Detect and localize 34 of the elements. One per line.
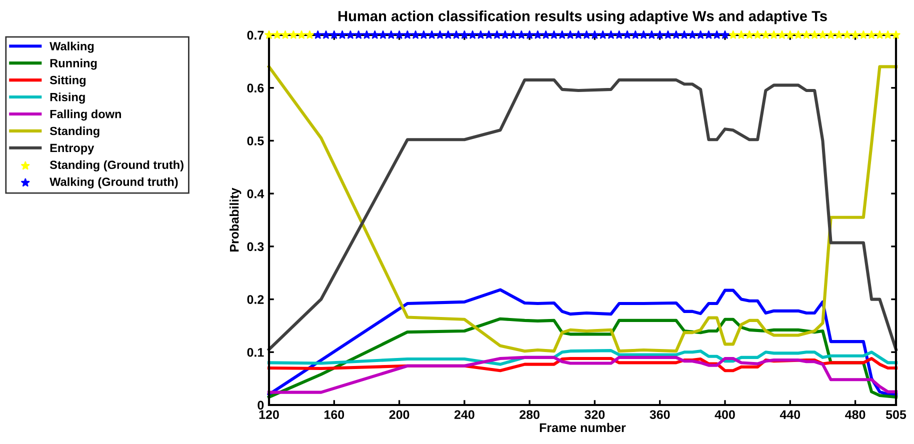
x-tick-label: 280 (520, 410, 540, 420)
x-tick-label: 400 (714, 410, 735, 420)
line-series (267, 288, 898, 396)
x-tick-label: 440 (780, 410, 800, 420)
y-tick-label: 0.5 (247, 136, 264, 146)
x-tick-label: 505 (886, 410, 906, 420)
legend-label: Falling down (50, 110, 121, 121)
chart-title: Human action classification results using adaptive Ws and adaptive Ts (338, 10, 827, 24)
x-axis-title: Frame number (540, 422, 626, 432)
legend-label: Sitting (50, 76, 86, 87)
legend-label: Running (50, 58, 97, 70)
legend-label: Standing (Ground truth) (50, 160, 184, 172)
y-axis-title: Probability (230, 188, 242, 252)
y-tick-label: 0.1 (247, 348, 264, 357)
x-tick-label: 240 (454, 410, 474, 420)
y-tick-label: 0.2 (247, 295, 264, 304)
legend-label: Standing (50, 126, 100, 138)
legend-label: Rising (50, 92, 85, 104)
x-tick-label: 320 (584, 410, 605, 420)
x-tick-label: 200 (389, 410, 410, 420)
x-tick-label: 160 (324, 410, 344, 420)
y-tick-label: 0.3 (247, 242, 264, 252)
legend-label: Entropy (50, 144, 94, 154)
x-tick-label: 480 (845, 410, 866, 420)
y-tick-label: 0.4 (247, 189, 264, 198)
y-tick-label: 0.6 (247, 84, 264, 93)
line-series (267, 356, 898, 394)
y-tick-label: 0.7 (247, 30, 264, 40)
legend-label: Walking (50, 42, 94, 53)
y-tick-label: 0 (258, 400, 264, 410)
x-tick-label: 360 (650, 410, 670, 420)
x-tick-label: 120 (259, 410, 279, 420)
line-series (267, 349, 898, 366)
legend-label: Walking (Ground truth) (50, 177, 178, 188)
